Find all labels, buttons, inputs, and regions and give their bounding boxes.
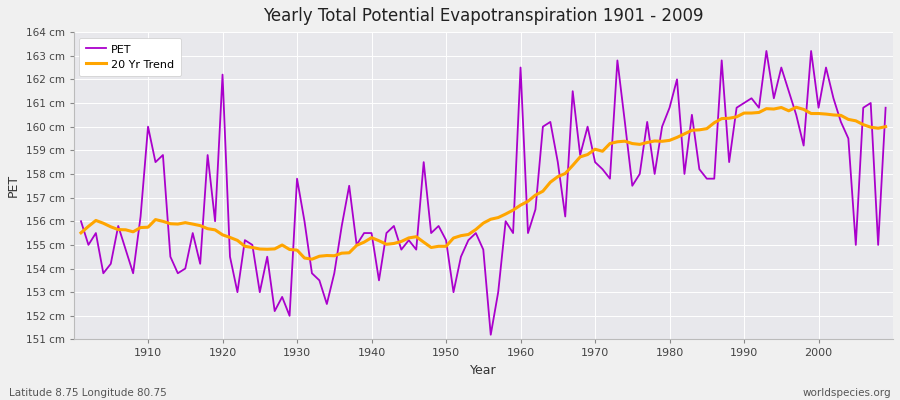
Text: Latitude 8.75 Longitude 80.75: Latitude 8.75 Longitude 80.75	[9, 388, 166, 398]
20 Yr Trend	[351, 243, 362, 248]
Line: 20 Yr Trend: 20 Yr Trend	[81, 107, 886, 259]
PET	[612, 58, 623, 63]
20 Yr Trend	[299, 256, 310, 260]
Legend: PET, 20 Yr Trend: PET, 20 Yr Trend	[79, 38, 181, 76]
Line: PET: PET	[81, 51, 886, 335]
20 Yr Trend	[307, 257, 318, 262]
PET	[299, 219, 310, 224]
PET	[880, 105, 891, 110]
Y-axis label: PET: PET	[7, 174, 20, 197]
PET	[515, 65, 526, 70]
PET	[761, 48, 772, 53]
Text: worldspecies.org: worldspecies.org	[803, 388, 891, 398]
X-axis label: Year: Year	[470, 364, 497, 377]
20 Yr Trend	[135, 225, 146, 230]
PET	[523, 231, 534, 236]
PET	[76, 219, 86, 224]
PET	[485, 332, 496, 337]
20 Yr Trend	[880, 124, 891, 129]
20 Yr Trend	[76, 230, 86, 235]
20 Yr Trend	[515, 203, 526, 208]
Title: Yearly Total Potential Evapotranspiration 1901 - 2009: Yearly Total Potential Evapotranspiratio…	[263, 7, 704, 25]
20 Yr Trend	[612, 139, 623, 144]
20 Yr Trend	[523, 199, 534, 204]
PET	[344, 183, 355, 188]
PET	[135, 214, 146, 219]
20 Yr Trend	[791, 105, 802, 110]
